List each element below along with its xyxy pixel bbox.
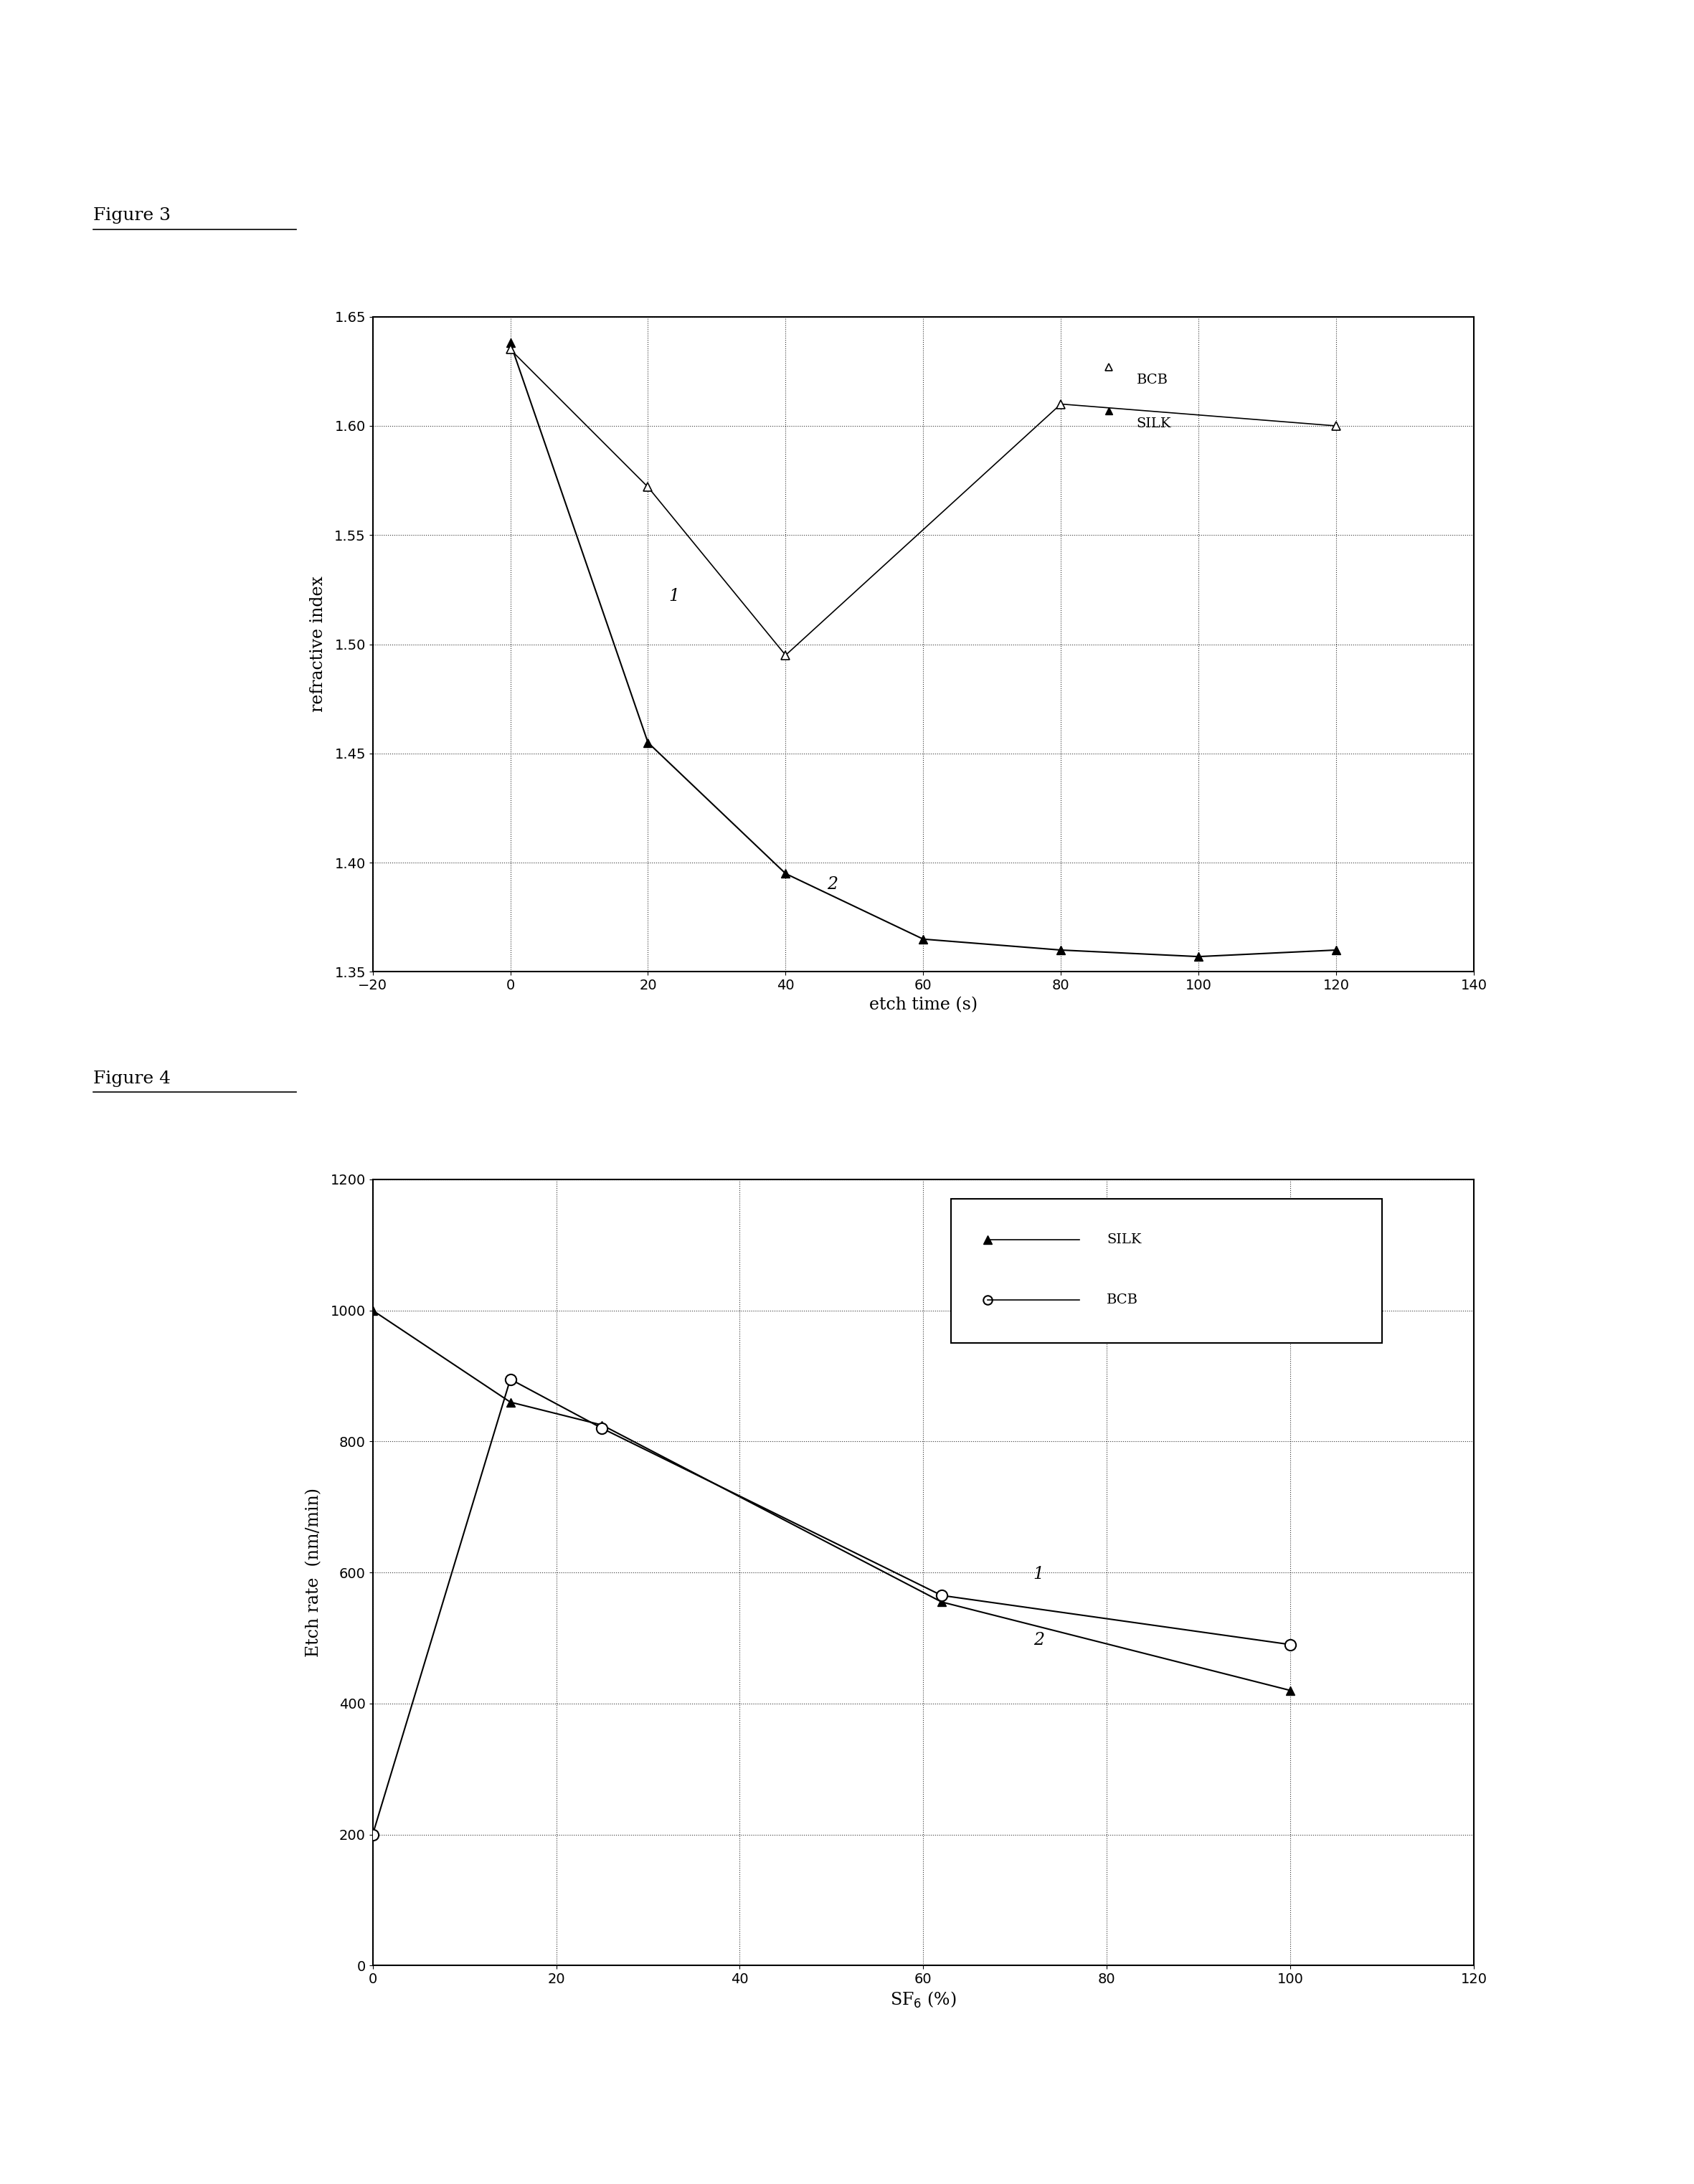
Text: 2: 2: [827, 876, 837, 893]
Bar: [950, 1199, 1382, 1343]
Text: Figure 3: Figure 3: [93, 207, 171, 225]
Text: BCB: BCB: [1137, 373, 1169, 387]
Text: SILK: SILK: [1106, 1234, 1142, 1245]
Text: Figure 4: Figure 4: [93, 1070, 171, 1088]
X-axis label: etch time (s): etch time (s): [869, 996, 977, 1013]
Y-axis label: Etch rate  (nm/min): Etch rate (nm/min): [307, 1487, 322, 1658]
Y-axis label: refractive index: refractive index: [310, 577, 327, 712]
Text: 1: 1: [1033, 1566, 1044, 1583]
Text: BCB: BCB: [1106, 1293, 1138, 1306]
Text: 1: 1: [669, 587, 679, 605]
X-axis label: SF$_6$ (%): SF$_6$ (%): [889, 1990, 957, 2009]
Text: 2: 2: [1033, 1631, 1044, 1649]
Text: SILK: SILK: [1137, 417, 1171, 430]
